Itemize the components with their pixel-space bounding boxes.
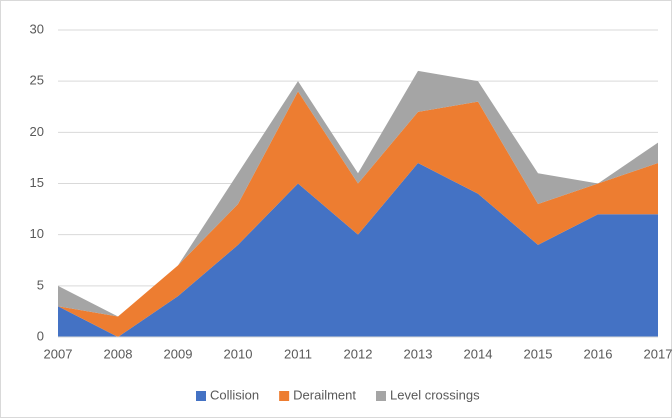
legend-label: Level crossings bbox=[390, 387, 480, 402]
x-tick-label: 2007 bbox=[44, 346, 73, 361]
y-tick-label: 0 bbox=[37, 328, 44, 343]
x-tick-label: 2014 bbox=[464, 346, 493, 361]
y-tick-label: 5 bbox=[37, 277, 44, 292]
legend-label: Derailment bbox=[293, 387, 356, 402]
y-tick-label: 15 bbox=[30, 175, 44, 190]
legend-swatch bbox=[279, 391, 290, 401]
x-tick-label: 2017 bbox=[644, 346, 672, 361]
x-tick-label: 2016 bbox=[584, 346, 613, 361]
x-tick-label: 2010 bbox=[224, 346, 253, 361]
legend-swatch bbox=[196, 391, 206, 401]
y-tick-label: 10 bbox=[30, 226, 44, 241]
x-tick-label: 2015 bbox=[524, 346, 553, 361]
x-tick-label: 2011 bbox=[284, 346, 312, 361]
y-tick-label: 30 bbox=[30, 21, 44, 36]
area bbox=[58, 91, 658, 338]
x-tick-label: 2008 bbox=[104, 346, 133, 361]
y-tick-label: 25 bbox=[30, 73, 44, 88]
area bbox=[58, 70, 658, 317]
x-tick-label: 2009 bbox=[164, 346, 193, 361]
x-tick-label: 2012 bbox=[344, 346, 373, 361]
area bbox=[58, 163, 658, 337]
y-tick-label: 20 bbox=[30, 124, 44, 139]
x-tick-label: 2013 bbox=[404, 346, 433, 361]
legend-swatch bbox=[376, 391, 386, 401]
legend-label: Collision bbox=[210, 387, 259, 402]
